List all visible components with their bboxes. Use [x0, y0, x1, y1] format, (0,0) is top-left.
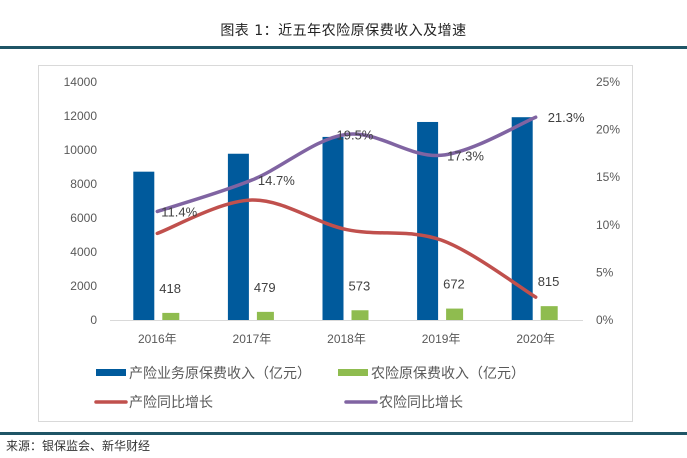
legend: 产险业务原保费收入（亿元） 农险原保费收入（亿元） 产险同比增长 农险同比增长: [94, 366, 525, 411]
x-tick-label: 2016年: [138, 332, 177, 346]
bar-property-premium: [511, 117, 533, 320]
bar-agri-premium: [162, 312, 180, 320]
data-label-agri-premium: 479: [254, 280, 276, 295]
data-label-agri-premium: 672: [443, 277, 465, 292]
data-label-agri-growth: 11.4%: [161, 204, 197, 219]
bar-agri-premium: [256, 311, 274, 320]
x-tick-label: 2020年: [516, 332, 555, 346]
bar-property-premium: [227, 153, 249, 320]
data-label-agri-premium: 418: [159, 281, 181, 296]
bar-property-premium: [133, 171, 155, 320]
data-label-agri-growth: 19.5%: [337, 127, 374, 142]
lines: [155, 115, 538, 299]
legend-label: 产险业务原保费收入（亿元）: [129, 366, 311, 382]
chart-title: 图表 1：近五年农险原保费收入及增速: [220, 23, 467, 39]
y-tick-label: 14000: [64, 75, 98, 89]
chart-frame: [38, 65, 633, 422]
legend-swatch: [96, 369, 126, 376]
line-agri-growth: [155, 115, 538, 214]
bottom-divider: [0, 432, 687, 435]
data-label-agri-growth: 21.3%: [548, 110, 585, 125]
bar-agri-premium: [446, 308, 464, 320]
x-tick-label: 2018年: [327, 332, 366, 346]
legend-label: 农险同比增长: [379, 395, 463, 411]
y-tick-label: 8000: [70, 177, 97, 191]
data-labels: 418 479 573 672 815 11.4% 14.7% 19.5% 17.3% 21.3%: [159, 110, 585, 296]
y-tick-label: 12000: [64, 109, 98, 123]
bar-agri-premium: [351, 310, 369, 320]
y-tick-label: 2000: [70, 279, 97, 293]
y-tick-label: 4000: [70, 245, 97, 259]
x-tick-label: 2017年: [233, 332, 272, 346]
y2-tick-label: 25%: [596, 75, 620, 89]
legend-item: 农险原保费收入（亿元）: [338, 366, 525, 382]
source-note: 来源：银保监会、新华财经: [6, 439, 151, 453]
y-tick-label: 0: [90, 313, 97, 327]
legend-item: 农险同比增长: [344, 395, 463, 411]
line-property-growth: [155, 198, 538, 299]
y2-tick-label: 10%: [596, 218, 620, 232]
bar-property-premium: [322, 136, 344, 320]
y2-tick-label: 5%: [596, 265, 614, 279]
legend-item: 产险业务原保费收入（亿元）: [96, 366, 311, 382]
data-label-agri-growth: 14.7%: [258, 173, 295, 188]
data-label-agri-growth: 17.3%: [447, 148, 484, 163]
x-axis: 2016年 2017年 2018年 2019年 2020年: [138, 332, 555, 346]
y-tick-label: 6000: [70, 211, 97, 225]
bar-agri-premium: [540, 306, 558, 320]
y2-tick-label: 0%: [596, 313, 614, 327]
data-label-agri-premium: 573: [349, 278, 371, 293]
y-tick-label: 10000: [64, 143, 98, 157]
bar-property-premium: [417, 121, 439, 320]
x-tick-label: 2019年: [422, 332, 461, 346]
bars: [133, 117, 558, 320]
legend-label: 产险同比增长: [129, 395, 213, 411]
y2-tick-label: 20%: [596, 123, 620, 137]
y-axis-left: 0 2000 4000 6000 8000 10000 12000 14000: [64, 75, 98, 327]
y-axis-right: 0% 5% 10% 15% 20% 25%: [596, 75, 620, 327]
legend-swatch: [338, 369, 368, 376]
legend-item: 产险同比增长: [94, 395, 213, 411]
y2-tick-label: 15%: [596, 170, 620, 184]
top-divider: [0, 46, 687, 49]
legend-label: 农险原保费收入（亿元）: [371, 366, 525, 382]
data-label-agri-premium: 815: [538, 274, 560, 289]
